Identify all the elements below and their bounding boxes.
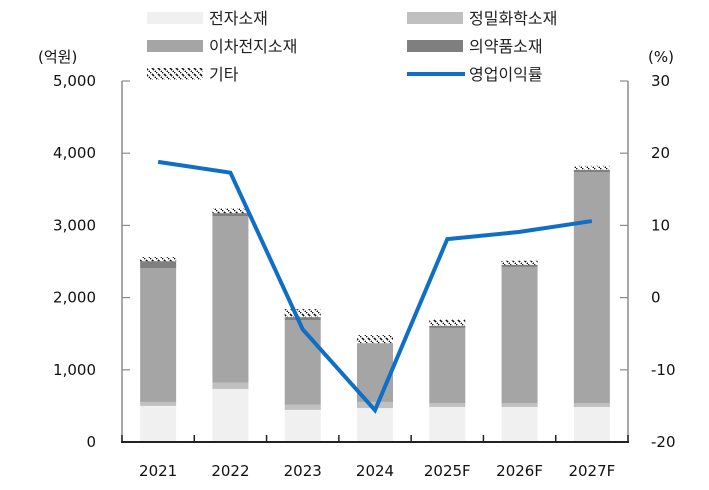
bar-segment — [357, 335, 393, 344]
legend-item: 의약품소재 — [407, 37, 543, 56]
legend-label: 이차전지소재 — [209, 37, 297, 56]
bar-segment — [212, 213, 249, 217]
right-axis-tick-label: 10 — [651, 216, 670, 234]
bar-segment — [429, 319, 466, 326]
legend-label: 전자소재 — [209, 9, 268, 28]
bar-segment — [212, 388, 249, 442]
bar-segment — [357, 401, 393, 409]
bar-stack-2024 — [357, 335, 393, 442]
bar-segment — [501, 406, 538, 442]
bar-segment — [284, 309, 321, 318]
bar-segment — [140, 267, 177, 402]
right-axis-tick-label: 20 — [651, 144, 670, 162]
right-axis-tick-label: -20 — [651, 433, 676, 451]
left-axis-unit-label: (억원) — [38, 48, 77, 66]
legend-swatch — [407, 12, 463, 24]
bar-segment — [429, 327, 466, 404]
left-axis-tick-label: 5,000 — [53, 72, 96, 90]
x-axis-tick-label: 2023 — [284, 462, 322, 480]
bar-stack-2027F — [573, 165, 610, 442]
right-axis-tick-label: 30 — [651, 72, 670, 90]
x-axis-tick-label: 2021 — [139, 462, 177, 480]
bar-stack-2022 — [212, 208, 249, 442]
bar-segment — [284, 319, 321, 405]
x-axis-tick-label: 2026F — [496, 462, 543, 480]
legend-item: 이차전지소재 — [147, 37, 297, 56]
legend-label: 의약품소재 — [469, 37, 543, 56]
bar-segment — [212, 208, 249, 214]
bars — [140, 165, 610, 442]
bar-segment — [501, 403, 538, 407]
legend-label: 정밀화학소재 — [469, 9, 557, 28]
legend-label: 영업이익률 — [469, 65, 543, 84]
bar-segment — [140, 261, 177, 268]
left-axis-tick-label: 1,000 — [53, 361, 96, 379]
bar-stack-2023 — [284, 309, 321, 442]
legend-item: 영업이익률 — [407, 65, 543, 84]
legend-item: 정밀화학소재 — [407, 9, 557, 28]
x-axis-tick-label: 2022 — [211, 462, 249, 480]
bar-segment — [501, 260, 538, 265]
legend-item: 기타 — [147, 65, 239, 84]
bar-segment — [429, 325, 466, 328]
x-axis-tick-label: 2024 — [356, 462, 394, 480]
bar-segment — [357, 408, 393, 442]
bar-stack-2026F — [501, 260, 538, 442]
legend-swatch — [147, 12, 203, 24]
legend-label: 기타 — [209, 65, 239, 84]
bar-segment — [573, 403, 610, 407]
x-axis-tick-label: 2025F — [424, 462, 471, 480]
legend-swatch — [147, 68, 203, 80]
bar-segment — [573, 165, 610, 170]
left-axis-tick-label: 4,000 — [53, 144, 96, 162]
legend-swatch — [147, 40, 203, 52]
bar-segment — [573, 169, 610, 172]
bar-segment — [357, 343, 393, 402]
bar-segment — [501, 266, 538, 404]
right-axis: -20 -10 0 10 20 30 — [620, 72, 676, 451]
bar-segment — [212, 382, 249, 389]
legend-item: 전자소재 — [147, 9, 268, 28]
bar-segment — [573, 171, 610, 404]
bar-segment — [284, 404, 321, 410]
bar-segment — [429, 406, 466, 442]
bar-stack-2025F — [429, 319, 466, 442]
left-axis-tick-label: 3,000 — [53, 216, 96, 234]
left-axis-tick-label: 2,000 — [53, 289, 96, 307]
bar-segment — [501, 264, 538, 267]
left-axis: 0 1,000 2,000 3,000 4,000 5,000 — [53, 72, 130, 451]
right-axis-tick-label: -10 — [651, 361, 676, 379]
x-axis-tick-label: 2027F — [568, 462, 615, 480]
left-axis-tick-label: 0 — [86, 433, 96, 451]
x-axis: 2021 2022 2023 2024 2025F 2026F 2027F — [121, 435, 629, 480]
bar-segment — [284, 409, 321, 442]
operating-margin-polyline — [157, 159, 593, 414]
bar-segment — [140, 401, 177, 406]
bar-segment — [140, 405, 177, 442]
right-axis-unit-label: (%) — [648, 48, 674, 66]
bar-segment — [212, 216, 249, 383]
operating-margin-line — [157, 159, 593, 414]
bar-segment — [573, 406, 610, 442]
bar-segment — [429, 403, 466, 407]
bar-segment — [284, 317, 321, 320]
bar-segment — [140, 257, 177, 262]
legend-swatch — [407, 40, 463, 52]
right-axis-tick-label: 0 — [651, 289, 661, 307]
bar-stack-2021 — [140, 257, 177, 442]
